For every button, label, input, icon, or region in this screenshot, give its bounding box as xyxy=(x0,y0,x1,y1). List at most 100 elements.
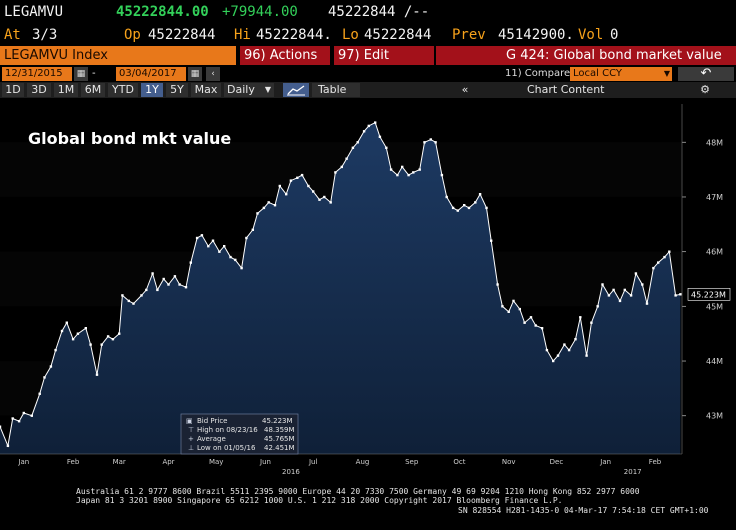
period-1d[interactable]: 1D xyxy=(2,83,24,97)
price-point xyxy=(451,206,455,210)
price-point xyxy=(607,294,611,297)
price-area xyxy=(0,122,681,454)
price-point xyxy=(641,283,644,286)
price-point xyxy=(184,286,188,289)
price-point xyxy=(307,184,310,188)
period-6m[interactable]: 6M xyxy=(81,83,105,97)
prev-label: Prev xyxy=(452,27,486,43)
price-point xyxy=(407,173,410,177)
price-point xyxy=(38,392,41,395)
price-point xyxy=(529,316,533,319)
price-point xyxy=(71,338,75,341)
price-point xyxy=(121,294,124,297)
price-point xyxy=(323,195,326,199)
vol-value: 0 xyxy=(610,27,619,43)
edit-menu-button[interactable]: 97) Edit xyxy=(334,46,434,65)
start-date-input[interactable]: 12/31/2015 xyxy=(2,67,72,81)
price-point xyxy=(89,343,92,346)
double-chevron-left-icon[interactable]: « xyxy=(461,83,469,96)
price-point xyxy=(574,338,577,341)
price-change: +79944.00 xyxy=(222,4,298,20)
legend-bid-icon: ▣ xyxy=(186,417,193,425)
price-point xyxy=(223,245,226,248)
end-date-input[interactable]: 03/04/2017 xyxy=(116,67,186,81)
price-point xyxy=(634,272,638,275)
price-point xyxy=(17,420,21,423)
price-point xyxy=(612,288,615,292)
price-point xyxy=(49,365,53,368)
chart-name-field[interactable]: G 424: Global bond market value xyxy=(436,46,736,65)
actions-menu-button[interactable]: 96) Actions xyxy=(240,46,330,65)
price-point xyxy=(22,411,25,415)
price-point xyxy=(485,206,488,210)
period-1y[interactable]: 1Y xyxy=(141,83,163,97)
price-point xyxy=(262,206,266,210)
price-point xyxy=(285,193,288,196)
chevron-down-icon: ▼ xyxy=(264,85,271,94)
gear-icon[interactable]: ⚙ xyxy=(700,83,710,96)
quote-header-row-1: LEGAMVU 45222844.00 +79944.00 45222844 /… xyxy=(0,0,736,24)
compare-button[interactable]: 11) Compare xyxy=(505,68,571,79)
currency-select[interactable]: Local CCY ▼ xyxy=(570,67,672,81)
price-point xyxy=(668,250,671,253)
price-point xyxy=(418,168,421,171)
price-point xyxy=(534,324,537,327)
price-point xyxy=(84,327,87,330)
x-tick-label: Jan xyxy=(599,458,611,466)
price-point xyxy=(178,283,181,286)
date-range-bar: 12/31/2015 ▦ - 03/04/2017 ▦ ‹ 11) Compar… xyxy=(0,66,736,82)
legend-low-value: 42.451M xyxy=(264,444,295,452)
x-tick-label: Nov xyxy=(502,458,516,466)
legend-high-value: 48.359M xyxy=(264,426,295,434)
undo-arrow-icon[interactable]: ↶ xyxy=(678,67,734,81)
table-button[interactable]: Table xyxy=(312,83,360,97)
calendar-icon[interactable]: ▦ xyxy=(188,67,202,81)
price-point xyxy=(645,302,649,305)
at-value: 3/3 xyxy=(32,27,58,43)
x-tick-label: Sep xyxy=(405,458,419,466)
last-price: 45222844.00 xyxy=(116,4,209,20)
price-chart[interactable]: Global bond mkt value 43M 44M 45M 46M 47M 48M… xyxy=(0,98,736,482)
price-point xyxy=(518,307,521,311)
price-point xyxy=(118,332,121,335)
period-max[interactable]: Max xyxy=(191,83,221,97)
price-point xyxy=(140,294,143,297)
chevron-left-icon[interactable]: ‹ xyxy=(206,67,220,81)
chart-area[interactable]: Global bond mkt value 43M 44M 45M 46M 47M 48M… xyxy=(0,98,736,482)
period-1m[interactable]: 1M xyxy=(54,83,78,97)
price-point xyxy=(679,293,682,296)
price-point xyxy=(378,135,382,138)
price-point xyxy=(618,299,622,303)
legend-avg-label: Average xyxy=(197,435,226,443)
security-field[interactable]: LEGAMVU Index xyxy=(0,46,236,65)
price-point xyxy=(356,141,359,144)
period-3d[interactable]: 3D xyxy=(27,83,51,97)
price-point xyxy=(173,275,177,278)
price-point xyxy=(296,176,299,179)
calendar-icon[interactable]: ▦ xyxy=(74,67,88,81)
y-tick-label: 47M xyxy=(706,193,723,202)
price-point xyxy=(496,283,499,286)
frequency-select[interactable]: Daily ▼ xyxy=(224,83,274,97)
price-point xyxy=(367,124,370,128)
period-5y[interactable]: 5Y xyxy=(166,83,188,97)
chart-content-button[interactable]: Chart Content xyxy=(505,83,665,97)
period-ytd[interactable]: YTD xyxy=(108,83,138,97)
line-chart-icon[interactable] xyxy=(283,83,309,97)
price-point xyxy=(445,195,448,199)
price-point xyxy=(540,327,544,330)
last-price-label: 45.223M xyxy=(691,290,726,299)
x-tick-label: Feb xyxy=(67,458,80,466)
prev-value: 45142900. xyxy=(498,27,574,43)
price-point xyxy=(467,206,471,210)
y-tick-label: 48M xyxy=(706,138,723,147)
price-point xyxy=(189,261,192,264)
price-point xyxy=(545,348,549,352)
price-point xyxy=(273,204,277,207)
price-point xyxy=(623,288,626,292)
x-tick-label: Mar xyxy=(113,458,126,466)
price-point xyxy=(351,146,355,149)
at-label: At xyxy=(4,27,21,43)
price-point xyxy=(434,141,437,144)
x-tick-label: Aug xyxy=(356,458,370,466)
